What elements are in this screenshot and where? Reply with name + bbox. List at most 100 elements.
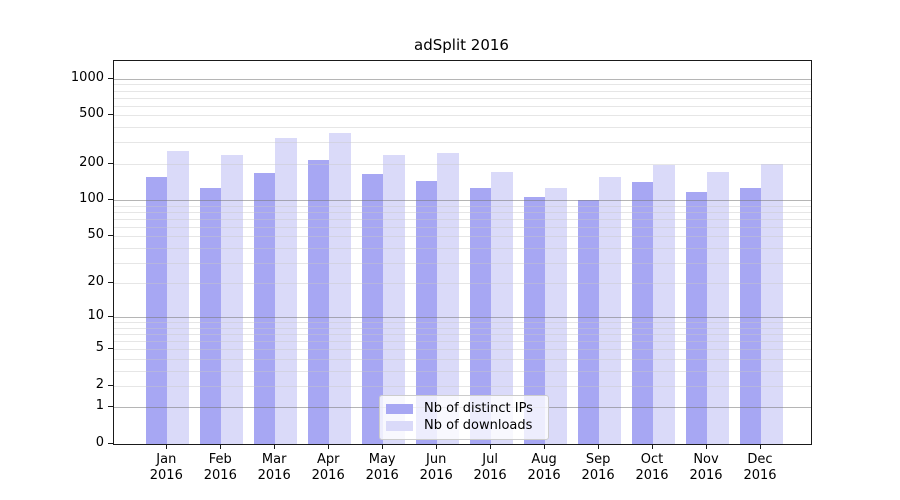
bar-distinct-ips-jan bbox=[145, 177, 168, 444]
gridline-minor bbox=[114, 349, 811, 351]
gridline-minor bbox=[114, 205, 811, 207]
bar-downloads-mar bbox=[275, 137, 297, 444]
y-axis-tick bbox=[108, 162, 113, 164]
y-tick-label: 0 bbox=[95, 435, 104, 450]
gridline-minor bbox=[114, 90, 811, 92]
x-axis-tick bbox=[220, 444, 222, 449]
x-tick-label-jan: Jan 2016 bbox=[149, 452, 183, 483]
y-tick-label: 500 bbox=[79, 106, 104, 122]
bar-downloads-apr bbox=[329, 132, 351, 444]
legend-swatch-downloads bbox=[386, 420, 413, 431]
gridline-minor bbox=[114, 226, 811, 228]
y-axis-tick bbox=[108, 384, 113, 386]
y-axis-tick bbox=[108, 235, 113, 237]
bar-distinct-ips-apr bbox=[307, 159, 330, 444]
y-axis-tick bbox=[108, 348, 113, 350]
legend-label-downloads: Nb of downloads bbox=[424, 418, 533, 433]
bar-downloads-oct bbox=[653, 164, 675, 444]
gridline-minor bbox=[114, 341, 811, 343]
x-axis-tick bbox=[274, 444, 276, 449]
bar-distinct-ips-mar bbox=[253, 172, 276, 444]
bar-downloads-aug bbox=[545, 187, 567, 444]
legend-label-distinct-ips: Nb of distinct IPs bbox=[424, 401, 533, 416]
bar-downloads-may bbox=[383, 154, 405, 444]
bar-downloads-feb bbox=[221, 154, 243, 444]
legend-item-distinct-ips: Nb of distinct IPs bbox=[386, 400, 542, 417]
bar-distinct-ips-feb bbox=[199, 187, 222, 444]
gridline-major bbox=[114, 317, 811, 319]
y-axis-tick bbox=[108, 199, 113, 201]
y-axis-tick bbox=[108, 114, 113, 116]
x-tick-label-sep: Sep 2016 bbox=[581, 452, 615, 483]
bar-distinct-ips-jul bbox=[469, 187, 492, 444]
y-tick-label: 1 bbox=[95, 398, 104, 414]
legend-swatch-distinct-ips bbox=[386, 403, 413, 414]
gridline-major bbox=[114, 78, 811, 80]
y-tick-label: 200 bbox=[79, 154, 104, 170]
bar-downloads-jul bbox=[491, 171, 513, 444]
x-tick-label-may: May 2016 bbox=[365, 452, 399, 483]
gridline-minor bbox=[114, 247, 811, 249]
bar-downloads-dec bbox=[761, 164, 783, 444]
y-tick-label: 100 bbox=[79, 191, 104, 207]
gridline-minor bbox=[114, 322, 811, 324]
x-tick-label-aug: Aug 2016 bbox=[527, 452, 561, 483]
x-axis-tick bbox=[166, 444, 168, 449]
gridline-minor bbox=[114, 211, 811, 213]
gridline-minor bbox=[114, 327, 811, 329]
gridline-minor bbox=[114, 236, 811, 238]
bar-distinct-ips-may bbox=[361, 173, 384, 444]
plot-area bbox=[113, 60, 812, 445]
bar-downloads-jun bbox=[437, 153, 459, 444]
y-axis-tick bbox=[108, 282, 113, 284]
legend: Nb of distinct IPs Nb of downloads bbox=[379, 395, 549, 440]
x-tick-label-dec: Dec 2016 bbox=[743, 452, 777, 483]
gridline-minor bbox=[114, 127, 811, 129]
x-tick-label-jun: Jun 2016 bbox=[419, 452, 453, 483]
gridline-minor bbox=[114, 334, 811, 336]
gridline-minor bbox=[114, 163, 811, 165]
bar-distinct-ips-aug bbox=[523, 196, 546, 444]
y-tick-label: 5 bbox=[95, 340, 104, 356]
gridline-minor bbox=[114, 142, 811, 144]
x-axis-tick bbox=[436, 444, 438, 449]
x-tick-label-mar: Mar 2016 bbox=[257, 452, 291, 483]
y-axis-tick bbox=[108, 316, 113, 318]
bar-distinct-ips-jun bbox=[415, 181, 438, 444]
bar-downloads-jan bbox=[167, 150, 189, 444]
y-axis-tick bbox=[108, 406, 113, 408]
x-tick-label-feb: Feb 2016 bbox=[203, 452, 237, 483]
y-axis-tick bbox=[108, 77, 113, 79]
gridline-minor bbox=[114, 262, 811, 264]
x-axis-tick bbox=[382, 444, 384, 449]
y-tick-label: 50 bbox=[87, 227, 104, 243]
gridline-major bbox=[114, 200, 811, 202]
bar-distinct-ips-sep bbox=[577, 200, 600, 444]
gridline-minor bbox=[114, 115, 811, 117]
y-tick-label: 10 bbox=[87, 308, 104, 324]
bar-distinct-ips-oct bbox=[631, 182, 653, 444]
y-tick-label: 2 bbox=[95, 376, 104, 392]
x-axis-tick bbox=[652, 444, 653, 449]
x-axis-tick bbox=[760, 444, 761, 449]
x-axis-tick bbox=[706, 444, 707, 449]
chart-title: adSplit 2016 bbox=[414, 36, 509, 54]
legend-item-downloads: Nb of downloads bbox=[386, 417, 542, 434]
bar-downloads-nov bbox=[707, 172, 729, 444]
gridline-minor bbox=[114, 385, 811, 387]
gridline-minor bbox=[114, 283, 811, 285]
x-axis-tick bbox=[544, 444, 546, 449]
gridline-minor bbox=[114, 218, 811, 220]
y-tick-label: 1000 bbox=[70, 69, 104, 85]
gridline-minor bbox=[114, 370, 811, 372]
x-tick-label-oct: Oct 2016 bbox=[635, 452, 669, 483]
gridline-minor bbox=[114, 105, 811, 107]
x-axis-tick bbox=[598, 444, 600, 449]
gridline-minor bbox=[114, 358, 811, 360]
x-axis-tick bbox=[328, 444, 330, 449]
y-tick-label: 20 bbox=[87, 274, 104, 290]
bar-downloads-sep bbox=[599, 177, 621, 444]
y-axis-tick bbox=[108, 443, 113, 444]
x-tick-label-nov: Nov 2016 bbox=[689, 452, 723, 483]
